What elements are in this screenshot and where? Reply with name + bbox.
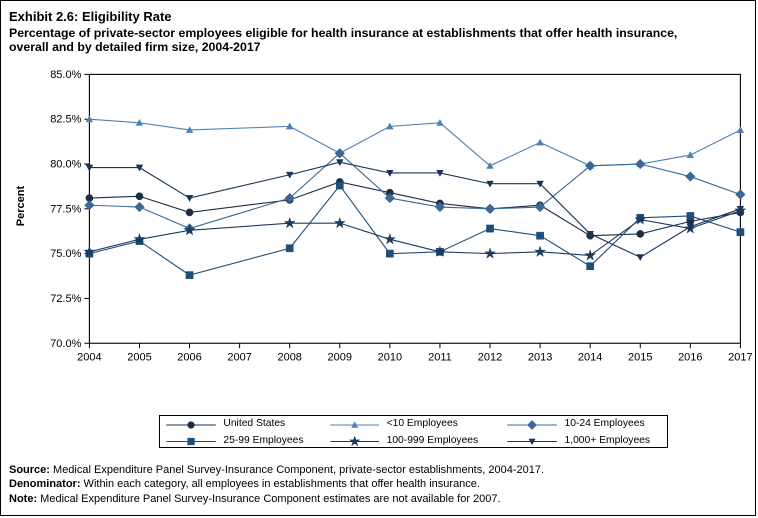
svg-text:2005: 2005 xyxy=(127,351,151,363)
svg-text:2017: 2017 xyxy=(728,351,752,363)
svg-text:2010: 2010 xyxy=(378,351,402,363)
svg-text:2008: 2008 xyxy=(277,351,301,363)
svg-text:2014: 2014 xyxy=(578,351,602,363)
svg-text:2007: 2007 xyxy=(227,351,251,363)
svg-text:2016: 2016 xyxy=(678,351,702,363)
svg-text:2012: 2012 xyxy=(478,351,502,363)
svg-text:80.0%: 80.0% xyxy=(50,159,81,171)
svg-text:2009: 2009 xyxy=(328,351,352,363)
svg-text:2015: 2015 xyxy=(628,351,652,363)
svg-text:82.5%: 82.5% xyxy=(50,114,81,126)
svg-text:77.5%: 77.5% xyxy=(50,203,81,215)
svg-text:2004: 2004 xyxy=(77,351,101,363)
svg-text:2006: 2006 xyxy=(177,351,201,363)
svg-text:72.5%: 72.5% xyxy=(50,293,81,305)
svg-text:2013: 2013 xyxy=(528,351,552,363)
svg-text:70.0%: 70.0% xyxy=(50,338,81,350)
svg-text:85.0%: 85.0% xyxy=(50,69,81,81)
svg-text:2011: 2011 xyxy=(428,351,452,363)
svg-text:75.0%: 75.0% xyxy=(50,248,81,260)
